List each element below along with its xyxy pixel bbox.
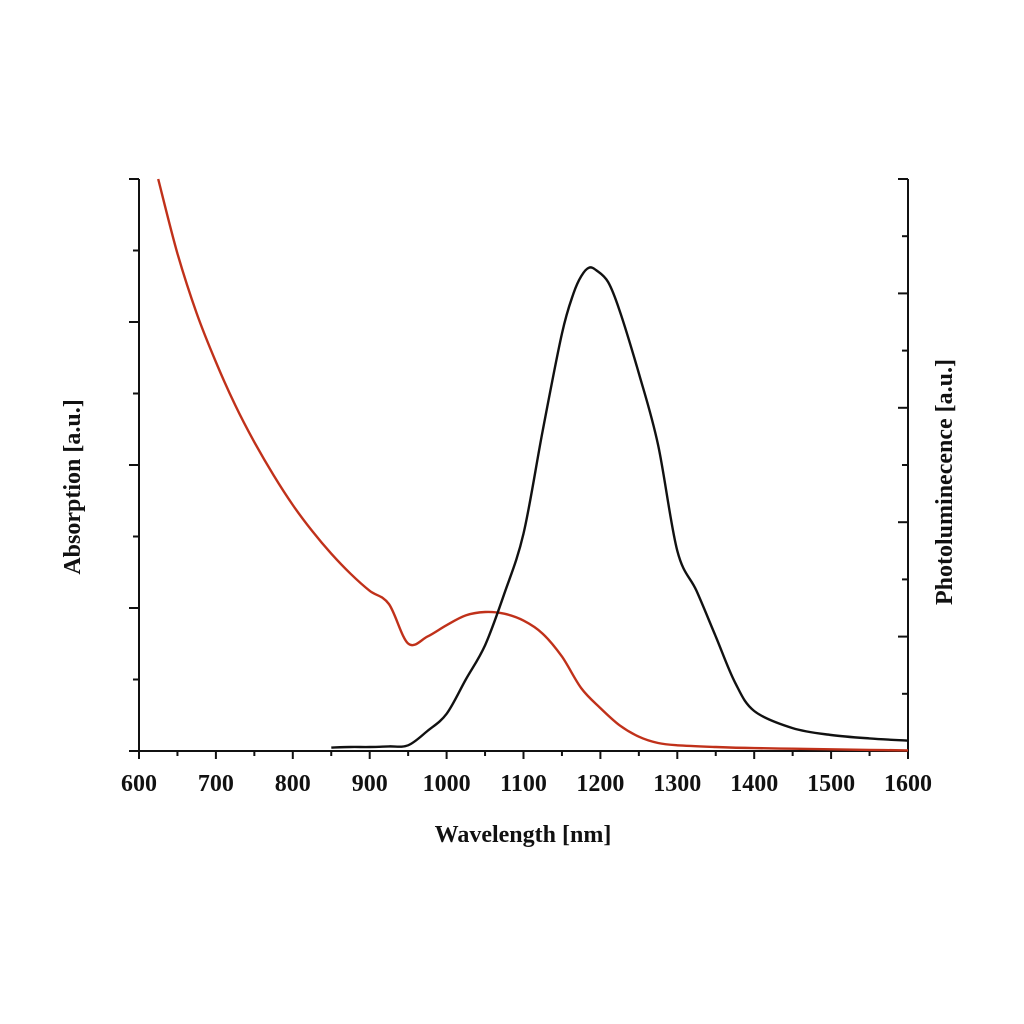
absorption-curve — [157, 178, 909, 752]
series-layer — [157, 178, 909, 752]
x-tick-labels: 600 700 800 900 1000 1100 1200 1300 1400 1500 1600 — [121, 771, 932, 797]
plot-frame — [138, 179, 909, 752]
x-tick-label: 900 — [352, 771, 388, 797]
x-tick-label: 1500 — [807, 771, 855, 797]
left-y-axis-title: Absorption [a.u.] — [60, 399, 86, 574]
x-tick-label: 800 — [275, 771, 311, 797]
x-tick-label: 1100 — [500, 771, 547, 797]
right-y-axis-title: Photoluminecence [a.u.] — [932, 359, 958, 605]
x-axis-title: Wavelength [nm] — [435, 822, 612, 848]
x-tick-label: 1000 — [423, 771, 471, 797]
x-tick-label: 1600 — [884, 771, 932, 797]
x-tick-label: 1200 — [576, 771, 624, 797]
x-tick-label: 600 — [121, 771, 157, 797]
x-tick-label: 700 — [198, 771, 234, 797]
photoluminescence-curve — [331, 266, 909, 749]
x-tick-label: 1300 — [653, 771, 701, 797]
y-axis-ticks — [129, 178, 908, 752]
x-axis-ticks — [138, 751, 909, 759]
x-tick-label: 1400 — [730, 771, 778, 797]
